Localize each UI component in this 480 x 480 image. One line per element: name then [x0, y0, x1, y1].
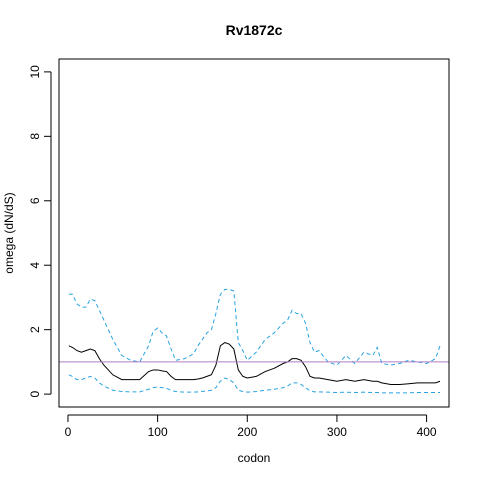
y-tick-label: 6: [28, 197, 42, 204]
x-tick-label: 200: [237, 425, 257, 439]
x-tick-label: 300: [327, 425, 347, 439]
x-axis-label: codon: [238, 451, 271, 465]
y-axis-label: omega (dN/dS): [2, 192, 16, 273]
x-tick-label: 400: [417, 425, 437, 439]
y-axis: 0 2 4 6 8 10: [28, 65, 52, 397]
y-tick-label: 4: [28, 262, 42, 269]
y-tick-label: 8: [28, 133, 42, 140]
series-layer: [68, 288, 441, 394]
chart-title: Rv1872c: [226, 22, 283, 38]
x-tick-label: 0: [65, 425, 72, 439]
series-line-dashed-2: [68, 374, 441, 394]
y-tick-label: 10: [28, 65, 42, 79]
plot-frame: [58, 58, 450, 408]
x-axis: 0 100 200 300 400: [65, 414, 437, 439]
series-line-dashed-0: [68, 288, 441, 366]
series-line-solid-1: [68, 342, 441, 385]
y-tick-label: 2: [28, 326, 42, 333]
y-tick-label: 0: [28, 390, 42, 397]
x-tick-label: 100: [148, 425, 168, 439]
